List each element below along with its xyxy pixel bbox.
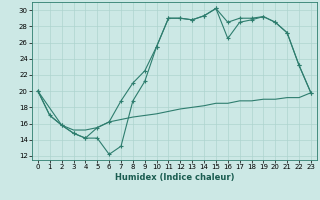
X-axis label: Humidex (Indice chaleur): Humidex (Indice chaleur)	[115, 173, 234, 182]
